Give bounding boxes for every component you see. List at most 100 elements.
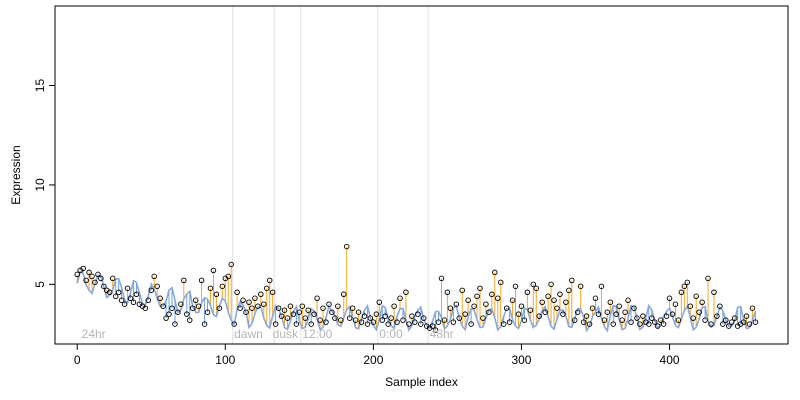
region-boundaries: [232, 6, 429, 344]
data-point: [651, 319, 658, 325]
data-point: [506, 319, 513, 325]
data-point: [338, 317, 344, 323]
data-point: [462, 311, 468, 317]
data-point: [693, 293, 699, 300]
data-point: [228, 261, 234, 268]
data-point: [296, 309, 303, 315]
data-point: [358, 319, 365, 325]
data-point: [172, 321, 178, 327]
data-point: [409, 313, 415, 319]
data-point: [657, 317, 664, 323]
data-point: [583, 313, 590, 319]
data-point: [625, 297, 631, 304]
data-point: [746, 321, 753, 327]
data-point: [731, 315, 738, 321]
data-point: [450, 319, 457, 325]
y-tick-label: 5: [33, 281, 47, 288]
data-point: [397, 295, 403, 302]
data-point: [391, 303, 397, 309]
data-point: [74, 271, 80, 278]
data-point: [237, 305, 243, 311]
data-point: [266, 277, 273, 284]
data-point: [240, 297, 246, 304]
data-point: [364, 321, 371, 327]
data-point: [459, 287, 465, 294]
data-point: [749, 305, 756, 311]
data-point: [290, 311, 297, 317]
data-point: [660, 321, 667, 327]
data-point: [429, 323, 436, 329]
data-point: [708, 321, 714, 327]
data-point: [121, 301, 128, 307]
data-point: [388, 315, 394, 321]
data-point: [471, 303, 477, 309]
data-point: [175, 309, 181, 315]
data-point: [394, 319, 400, 325]
baseline-line: [76, 270, 757, 333]
data-point: [613, 311, 619, 317]
data-point: [728, 319, 735, 325]
data-point: [373, 311, 380, 317]
data-point: [181, 277, 187, 284]
data-point: [376, 299, 383, 305]
data-point: [512, 283, 519, 290]
data-point: [592, 295, 599, 302]
data-point: [542, 309, 548, 315]
data-point: [714, 313, 720, 319]
data-point: [548, 281, 554, 288]
data-point: [83, 277, 89, 284]
data-point: [663, 313, 670, 319]
data-point: [598, 283, 605, 290]
data-point: [352, 317, 359, 323]
data-point: [133, 291, 140, 298]
data-point: [198, 277, 205, 284]
data-point: [441, 317, 448, 323]
region-labels: 24hr dawn dusk 12:00 0:00 48hr: [82, 327, 454, 341]
data-point: [204, 309, 211, 315]
data-point: [530, 281, 537, 288]
data-point: [699, 299, 705, 305]
data-point: [412, 319, 418, 325]
data-point: [207, 285, 214, 292]
data-point: [723, 317, 729, 323]
data-point: [89, 273, 95, 280]
data-point: [702, 317, 708, 323]
data-point: [752, 319, 759, 325]
data-point: [130, 299, 137, 305]
data-point: [243, 309, 249, 315]
data-point: [252, 295, 258, 302]
data-point: [646, 321, 652, 327]
data-point: [370, 319, 377, 325]
data-point: [308, 321, 314, 327]
data-point: [637, 321, 643, 327]
data-point: [275, 305, 282, 311]
data-point: [382, 313, 388, 319]
data-point: [195, 303, 202, 309]
data-point: [184, 311, 190, 317]
data-point: [666, 295, 673, 302]
data-point: [480, 315, 486, 321]
data-point: [536, 313, 542, 319]
data-point: [465, 297, 471, 304]
data-point: [607, 299, 614, 305]
x-axis-label: Sample index: [385, 375, 458, 389]
data-point: [343, 243, 350, 250]
data-point: [580, 319, 587, 325]
data-point: [690, 315, 696, 321]
data-point: [696, 309, 702, 315]
data-point: [118, 297, 125, 304]
data-point: [86, 269, 92, 276]
data-point: [415, 311, 421, 317]
data-point: [367, 315, 374, 321]
data-point: [272, 321, 279, 327]
data-point: [400, 317, 406, 323]
region-label: 24hr: [82, 327, 106, 341]
data-point: [127, 295, 134, 302]
data-point: [524, 289, 531, 296]
data-point: [604, 309, 611, 315]
data-point: [557, 291, 563, 298]
region-label: 0:00: [379, 327, 403, 341]
data-point: [503, 305, 510, 311]
data-point: [124, 285, 131, 292]
data-point: [98, 275, 104, 282]
